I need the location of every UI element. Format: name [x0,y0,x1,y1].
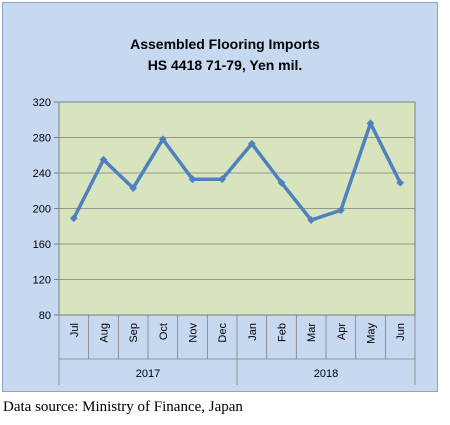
series-line [72,121,402,222]
x-category-label: Jun [395,323,407,341]
chart-subtitle: HS 4418 71-79, Yen mil. [148,57,303,73]
x-category-label: Oct [158,323,170,340]
data-point-marker [99,155,108,164]
x-category-label: Aug [99,323,111,343]
y-tick-label: 80 [39,310,51,322]
x-category-label: May [366,323,378,344]
y-tick-label: 200 [33,204,51,216]
x-group-label: 2018 [314,368,338,380]
data-point-marker [336,206,345,215]
x-category-label: Sep [128,323,140,343]
x-category-label: Jul [69,323,81,337]
chart-container: Assembled Flooring Imports HS 4418 71-79… [2,2,438,392]
x-category-label: Nov [188,323,200,343]
data-point-marker [158,135,167,144]
data-point-marker [188,175,197,184]
x-group-label: 2017 [136,368,160,380]
data-point-marker [69,214,78,223]
data-point-marker [129,184,138,192]
line-chart: Assembled Flooring Imports HS 4418 71-79… [33,36,416,385]
data-source-note: Data source: Ministry of Finance, Japan [3,399,243,415]
y-tick-label: 280 [33,133,51,145]
y-tick-label: 120 [33,275,51,287]
y-tick-label: 240 [33,168,51,180]
chart-title: Assembled Flooring Imports [130,36,320,52]
x-category-label: Apr [336,323,348,340]
data-point-marker [218,175,227,184]
data-point-marker [307,216,316,224]
x-category-label: Mar [306,323,318,342]
data-point-marker [396,178,405,187]
data-point-marker [366,119,375,128]
x-category-label: Jan [247,323,259,341]
y-tick-label: 320 [33,97,51,109]
data-point-marker [277,178,286,187]
data-point-marker [247,139,256,148]
x-category-label: Feb [277,323,289,342]
x-category-label: Dec [217,323,229,343]
y-tick-label: 160 [33,239,51,251]
